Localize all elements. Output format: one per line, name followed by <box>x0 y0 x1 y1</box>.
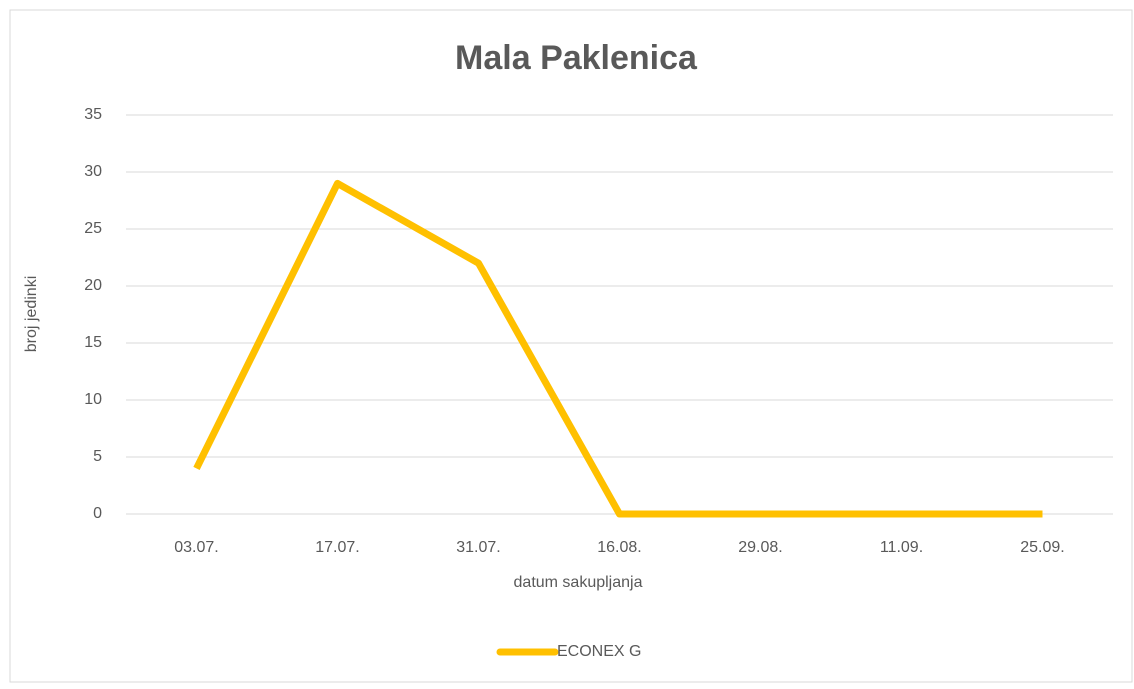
x-axis-label: datum sakupljanja <box>514 574 643 591</box>
x-tick-label: 25.09. <box>1020 539 1064 556</box>
x-tick-label: 29.08. <box>738 539 782 556</box>
y-tick-label: 10 <box>84 391 102 408</box>
y-tick-label: 5 <box>93 448 102 465</box>
y-axis-label: broj jedinki <box>23 276 40 352</box>
y-tick-label: 0 <box>93 505 102 522</box>
y-tick-label: 15 <box>84 334 102 351</box>
y-tick-label: 25 <box>84 220 102 237</box>
y-tick-label: 30 <box>84 163 102 180</box>
x-tick-label: 17.07. <box>315 539 359 556</box>
x-tick-label: 31.07. <box>456 539 500 556</box>
chart-frame <box>9 9 1133 683</box>
x-tick-label: 11.09. <box>880 539 923 556</box>
chart-title: Mala Paklenica <box>455 39 698 77</box>
y-tick-label: 20 <box>84 277 102 294</box>
x-tick-label: 03.07. <box>174 539 218 556</box>
y-tick-label: 35 <box>84 106 102 123</box>
x-tick-label: 16.08. <box>597 539 641 556</box>
legend-label: ECONEX G <box>557 643 641 660</box>
line-series <box>193 179 1043 518</box>
